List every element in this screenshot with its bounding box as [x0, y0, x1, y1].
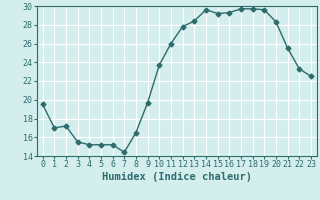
X-axis label: Humidex (Indice chaleur): Humidex (Indice chaleur)	[102, 172, 252, 182]
